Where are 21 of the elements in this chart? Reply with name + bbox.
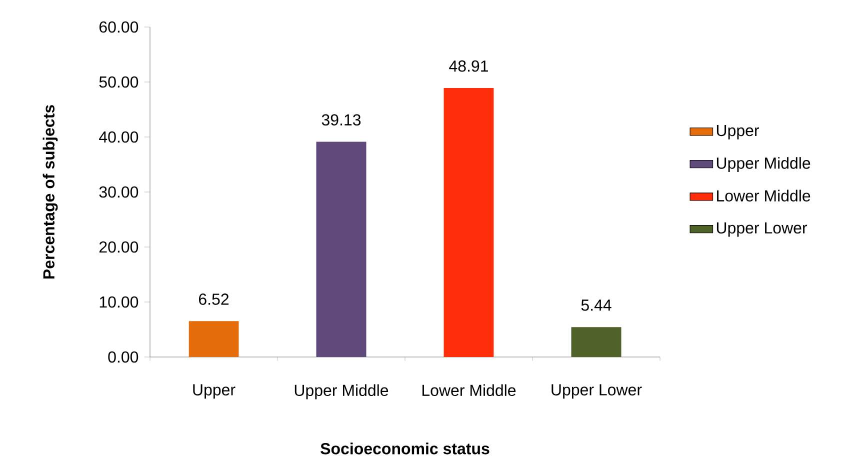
legend-label: Upper Middle (716, 157, 810, 172)
x-tick-label: Upper Middle (294, 384, 388, 400)
legend-label: Upper Lower (716, 222, 808, 237)
data-label: 6.52 (199, 294, 229, 305)
x-axis-title: Socioeconomic status (320, 442, 490, 454)
x-tick-label: Lower Middle (422, 384, 516, 396)
legend-label: Lower Middle (717, 190, 810, 202)
y-tick-label: 40.00 (99, 131, 138, 143)
y-tick-label: 20.00 (99, 241, 138, 253)
legend-label: Upper (716, 125, 760, 140)
data-label: 5.44 (581, 300, 612, 311)
y-tick-label: 50.00 (99, 76, 138, 88)
y-tick-label: 60.00 (99, 21, 138, 33)
y-tick-label: 10.00 (100, 296, 138, 308)
data-label: 48.91 (449, 60, 488, 72)
x-tick-label: Upper (193, 384, 236, 399)
y-tick-label: 30.00 (99, 186, 138, 198)
x-tick-label: Upper Lower (552, 384, 642, 399)
data-label: 39.13 (322, 114, 361, 126)
y-axis-title: Percentage of subjects (42, 105, 58, 279)
y-tick-label: 0.00 (108, 351, 138, 363)
